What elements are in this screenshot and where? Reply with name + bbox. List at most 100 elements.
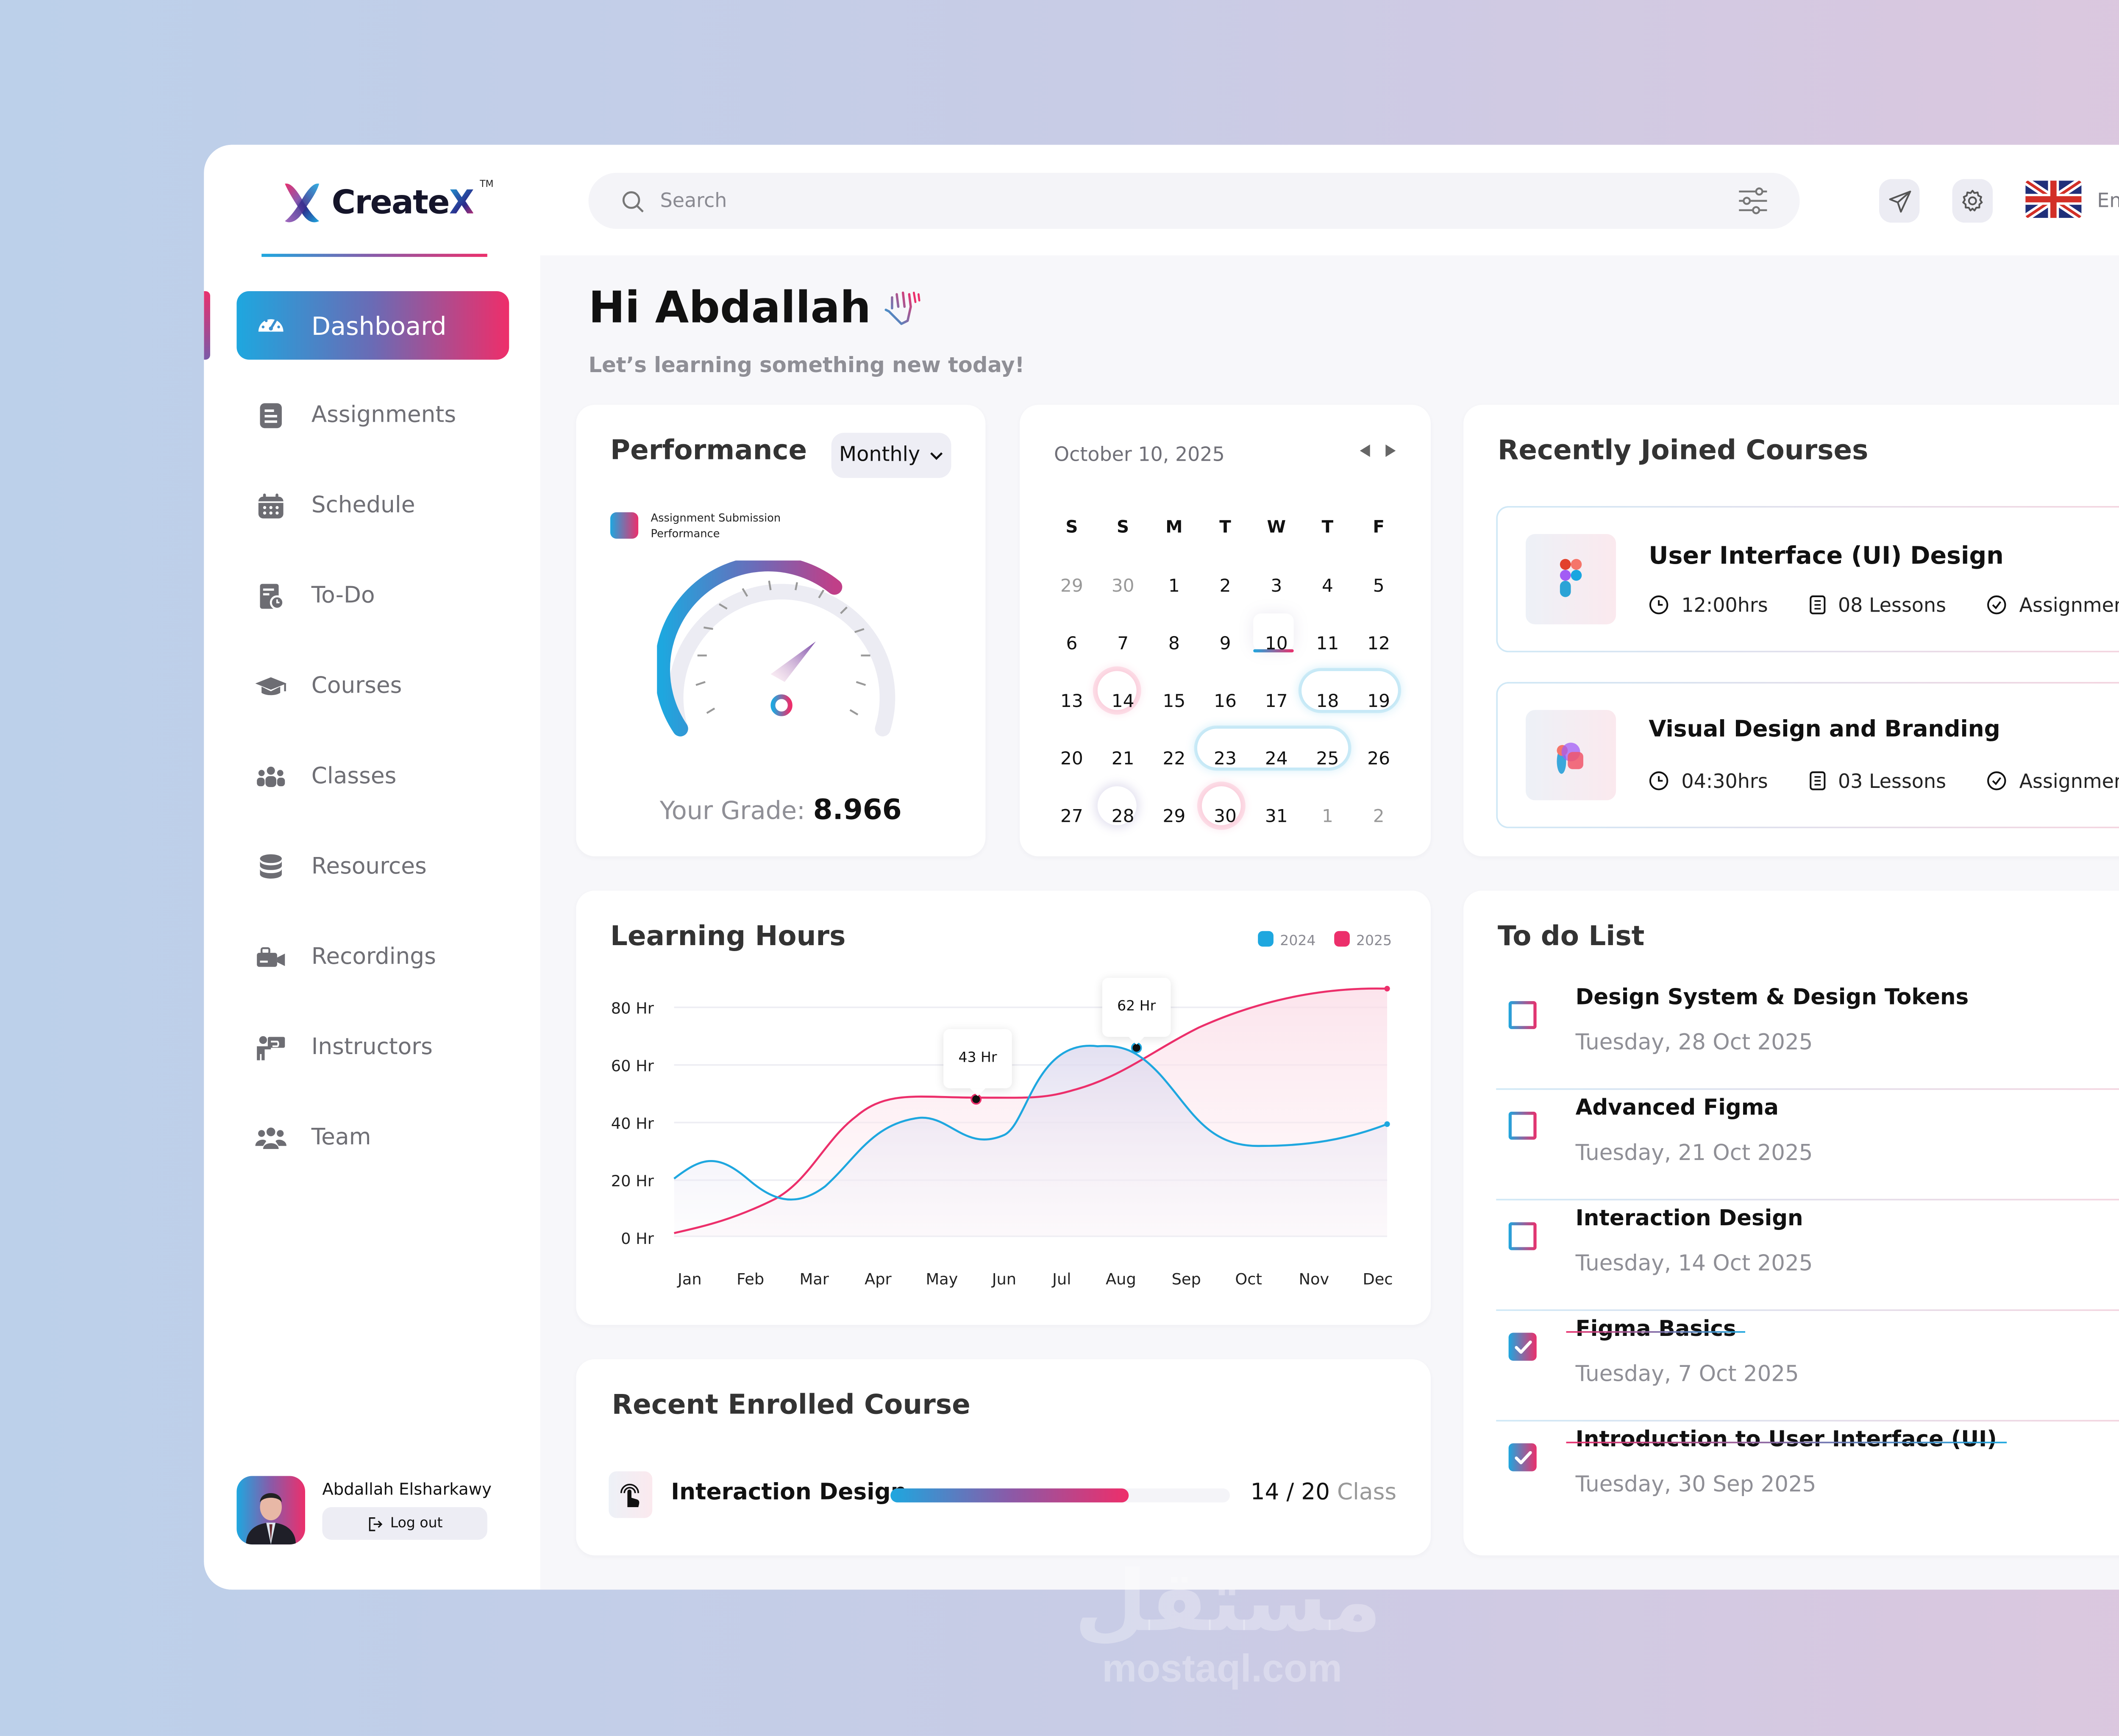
- svg-text:Jul: Jul: [1051, 1270, 1071, 1288]
- search-bar[interactable]: Search: [588, 172, 1800, 229]
- checkmark-icon: [1514, 1450, 1531, 1464]
- lessons-icon: [1809, 595, 1825, 615]
- sidebar-item-schedule[interactable]: Schedule: [236, 472, 509, 540]
- todo-checkbox-checked[interactable]: [1508, 1443, 1537, 1472]
- users-group-icon: [255, 761, 286, 792]
- language-selector[interactable]: English: [2025, 181, 2119, 218]
- sidebar-item-dashboard[interactable]: Dashboard: [236, 291, 509, 360]
- calendar-day[interactable]: 8: [1168, 631, 1180, 654]
- todo-checkbox-checked[interactable]: [1508, 1333, 1537, 1361]
- page-title: Hi Abdallah: [589, 282, 924, 333]
- calendar-day[interactable]: 14: [1111, 689, 1135, 711]
- todo-checkbox[interactable]: [1509, 1001, 1537, 1029]
- calendar-day[interactable]: 17: [1265, 689, 1288, 711]
- calendar-day[interactable]: 23: [1214, 746, 1237, 768]
- svg-text:Jun: Jun: [991, 1270, 1016, 1288]
- calendar-day[interactable]: 11: [1316, 631, 1339, 654]
- calendar-day[interactable]: 31: [1265, 804, 1288, 826]
- calendar-day[interactable]: 30: [1214, 804, 1237, 826]
- avatar[interactable]: [236, 1476, 306, 1545]
- chart-tooltip: 62 Hr: [1102, 977, 1171, 1045]
- calendar-day[interactable]: 15: [1162, 689, 1186, 711]
- calendar-day[interactable]: 29: [1162, 804, 1186, 826]
- calendar-grid: S S M T W T F 29 30 1 2 3 4 5 6 7 8: [1046, 498, 1404, 844]
- calendar-day[interactable]: 18: [1316, 689, 1339, 711]
- logout-button[interactable]: Log out: [322, 1507, 487, 1540]
- todo-item[interactable]: Design System & Design Tokens Tuesday, 2…: [1496, 979, 2119, 1090]
- send-button[interactable]: [1879, 179, 1920, 223]
- todo-item[interactable]: Advanced Figma Tuesday, 21 Oct 2025: [1496, 1090, 2119, 1201]
- course-lessons: 08 Lessons: [1838, 593, 1946, 617]
- calendar-day[interactable]: 20: [1060, 746, 1083, 768]
- todo-checkbox[interactable]: [1509, 1112, 1537, 1140]
- progress-count: 14 / 20: [1250, 1480, 1330, 1506]
- svg-text:Mar: Mar: [800, 1270, 829, 1288]
- todo-item[interactable]: Interaction Design Tuesday, 14 Oct 2025: [1496, 1200, 2119, 1311]
- calendar-week: 20 21 22 23 24 25 26: [1046, 729, 1404, 786]
- next-month-icon[interactable]: [1384, 444, 1396, 458]
- calendar-day[interactable]: 1: [1168, 573, 1180, 596]
- calendar-day[interactable]: 3: [1271, 573, 1282, 596]
- search-input[interactable]: Search: [660, 188, 727, 212]
- calendar-day[interactable]: 24: [1265, 746, 1288, 768]
- todo-item[interactable]: Figma Basics Tuesday, 7 Oct 2025: [1496, 1311, 2119, 1422]
- calendar-day[interactable]: 16: [1214, 689, 1237, 711]
- sidebar-item-resources[interactable]: Resources: [236, 833, 509, 901]
- calendar-day[interactable]: 25: [1316, 746, 1339, 768]
- sidebar-item-classes[interactable]: Classes: [236, 743, 509, 811]
- sidebar-item-recordings[interactable]: Recordings: [236, 923, 509, 992]
- course-meta: 04:30hrs 03 Lessons Assignments: [1649, 769, 2119, 793]
- calendar-day[interactable]: 5: [1373, 573, 1385, 596]
- prev-month-icon[interactable]: [1359, 444, 1371, 458]
- calendar-day[interactable]: 2: [1219, 573, 1231, 596]
- todo-checkbox[interactable]: [1509, 1222, 1537, 1250]
- clock-icon: [1649, 771, 1669, 790]
- branding-logo-icon: [1526, 710, 1616, 801]
- calendar-day[interactable]: 30: [1111, 573, 1135, 596]
- filter-sliders-icon[interactable]: [1738, 187, 1769, 215]
- course-card[interactable]: User Interface (UI) Design 12:00hrs 08 L…: [1496, 506, 2119, 652]
- sidebar-item-team[interactable]: Team: [236, 1104, 509, 1173]
- recent-courses-title: Recently Joined Courses: [1497, 436, 1869, 467]
- brand-logo[interactable]: CreateX TM: [279, 176, 494, 229]
- calendar-day[interactable]: 27: [1060, 804, 1083, 826]
- calendar-day[interactable]: 21: [1111, 746, 1135, 768]
- calendar-day[interactable]: 1: [1322, 804, 1333, 826]
- calendar-day[interactable]: 12: [1367, 631, 1390, 654]
- instructor-icon: [255, 1032, 286, 1063]
- legend-item-2025[interactable]: 2025: [1334, 931, 1392, 950]
- gear-icon: [1962, 189, 1983, 211]
- calendar-day[interactable]: 28: [1111, 804, 1135, 826]
- calendar-day[interactable]: 7: [1117, 631, 1129, 654]
- calendar-week: 29 30 1 2 3 4 5: [1046, 556, 1404, 613]
- calendar-day[interactable]: 19: [1367, 689, 1390, 711]
- todo-clock-icon: [255, 581, 286, 612]
- todo-item-title: Interaction Design: [1575, 1206, 1803, 1232]
- sidebar-item-courses[interactable]: Courses: [236, 652, 509, 721]
- svg-text:40 Hr: 40 Hr: [611, 1114, 654, 1132]
- calendar-day[interactable]: 6: [1066, 631, 1078, 654]
- todo-item[interactable]: Introduction to User Interface (UI) Tues…: [1496, 1422, 2119, 1532]
- calendar-day[interactable]: 4: [1322, 573, 1333, 596]
- active-nav-indicator: [204, 291, 210, 360]
- calendar-day[interactable]: 13: [1060, 689, 1083, 711]
- sidebar-item-todo[interactable]: To-Do: [236, 562, 509, 631]
- calendar-day[interactable]: 9: [1219, 631, 1231, 654]
- calendar-day[interactable]: 22: [1162, 746, 1186, 768]
- period-dropdown[interactable]: Monthly: [831, 433, 951, 478]
- chart-tooltip: 43 Hr: [943, 1029, 1012, 1096]
- calendar-day[interactable]: 29: [1060, 573, 1083, 596]
- video-camera-icon: [255, 942, 286, 973]
- gauge-icon: [255, 310, 286, 341]
- calendar-day-today[interactable]: 10: [1265, 631, 1288, 654]
- calendar-day[interactable]: 26: [1367, 746, 1390, 768]
- course-card[interactable]: Visual Design and Branding 04:30hrs 03 L…: [1496, 682, 2119, 828]
- settings-button[interactable]: [1952, 179, 1993, 223]
- todo-item-date: Tuesday, 14 Oct 2025: [1575, 1252, 1813, 1277]
- calendar-day[interactable]: 2: [1373, 804, 1385, 826]
- period-value: Monthly: [839, 443, 920, 467]
- sidebar-item-assignments[interactable]: Assignments: [236, 381, 509, 450]
- sidebar-item-instructors[interactable]: Instructors: [236, 1013, 509, 1082]
- legend-item-2024[interactable]: 2024: [1258, 931, 1315, 950]
